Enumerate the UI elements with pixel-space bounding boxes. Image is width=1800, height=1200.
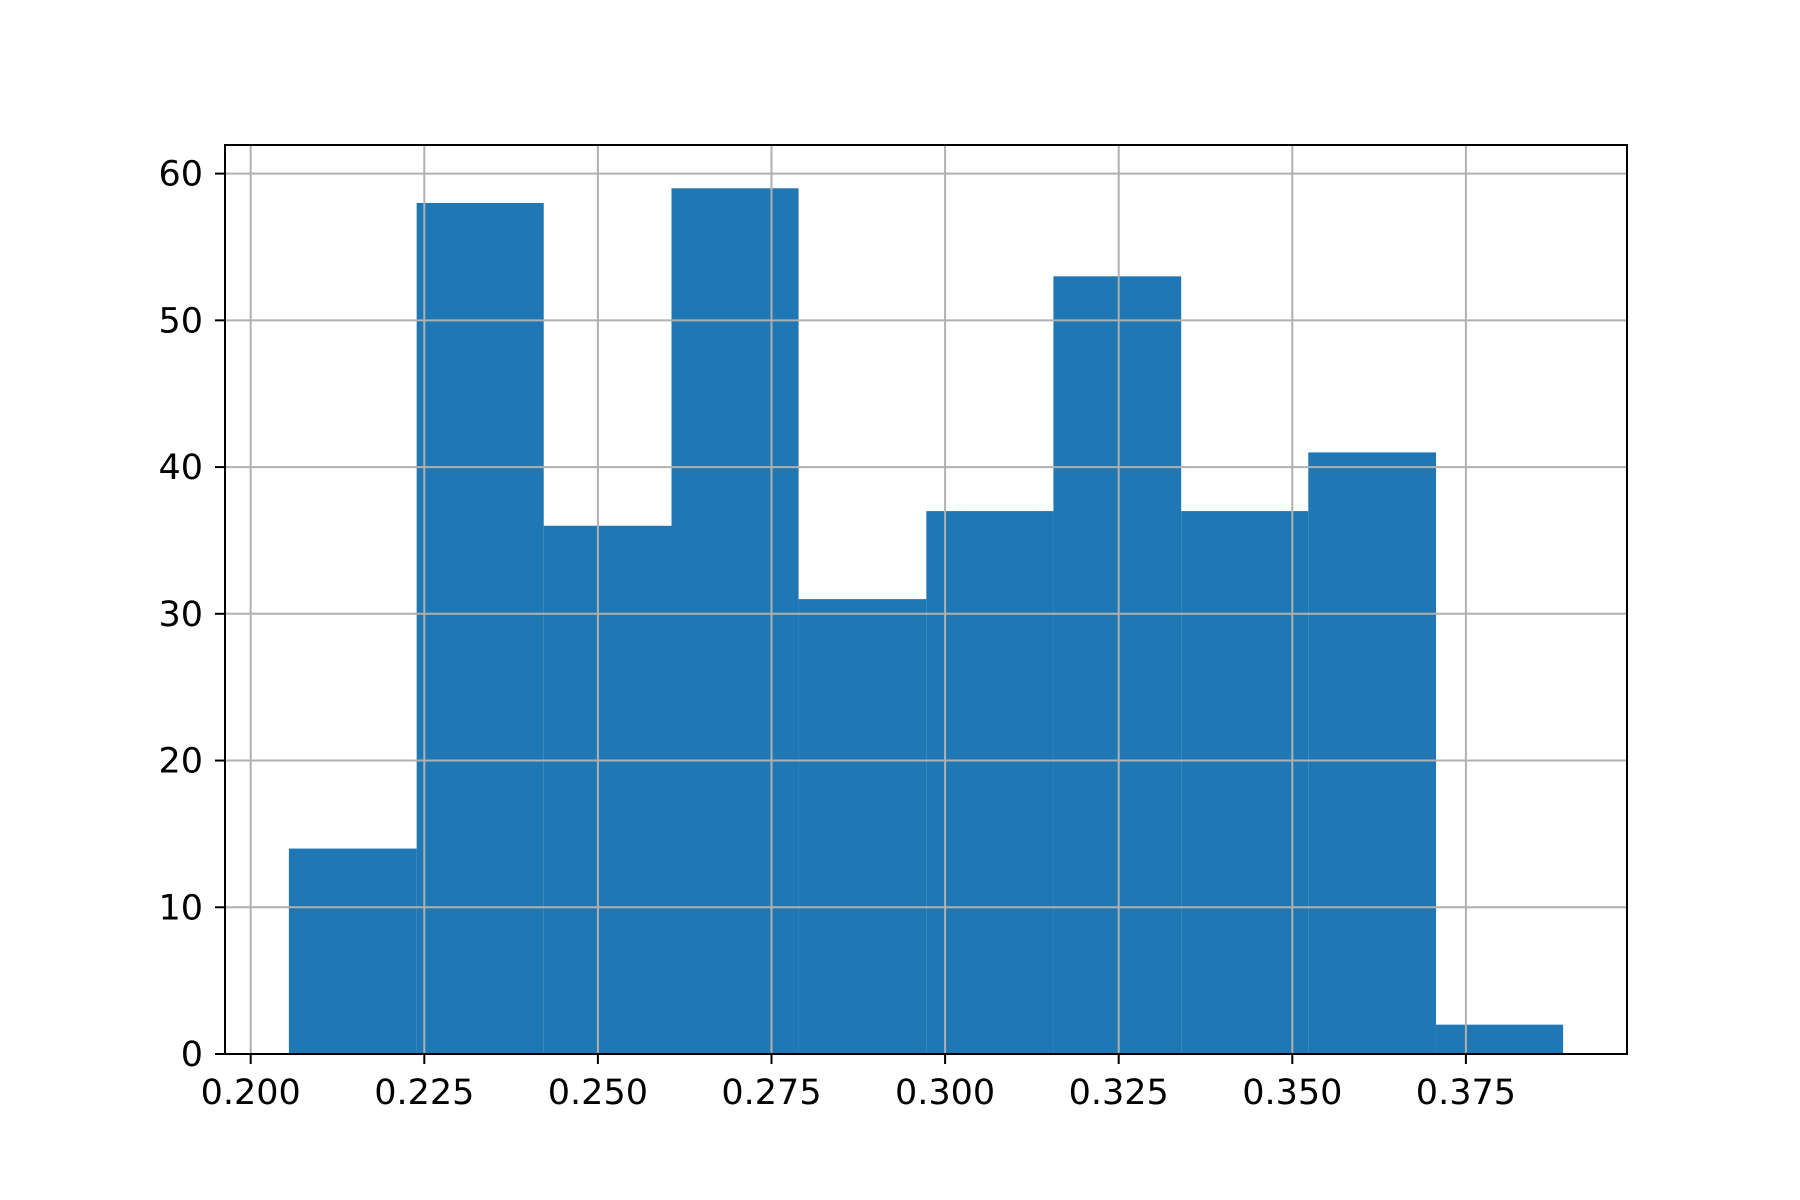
y-tick-label: 40	[158, 448, 203, 488]
x-tick-label: 0.250	[548, 1073, 648, 1113]
histogram-bar	[671, 188, 799, 1055]
histogram-bar	[416, 202, 544, 1054]
y-tick-label: 30	[158, 595, 203, 635]
ticks-layer	[215, 172, 1467, 1064]
tick-labels-layer: 0.200 0.225 0.250 0.275 0.300 0.325 0.350 0.375…	[158, 155, 1516, 1113]
x-tick-label: 0.350	[1242, 1073, 1342, 1113]
y-tick-label: 0	[181, 1035, 203, 1075]
x-tick-label: 0.325	[1069, 1073, 1169, 1113]
histogram-bar	[926, 511, 1054, 1054]
histogram-bar	[798, 599, 927, 1054]
y-tick-label: 60	[158, 155, 203, 195]
histogram-bar	[1181, 511, 1309, 1054]
y-tick-label: 10	[158, 888, 203, 928]
histogram-bar	[288, 848, 417, 1054]
plot-frame	[224, 144, 1628, 1055]
y-tick-label: 20	[158, 742, 203, 782]
x-tick-label: 0.275	[721, 1073, 821, 1113]
x-tick-label: 0.200	[201, 1073, 301, 1113]
x-tick-label: 0.225	[374, 1073, 474, 1113]
histogram-bar	[1308, 452, 1437, 1054]
histogram-bar	[543, 525, 672, 1054]
histogram-bar	[1436, 1024, 1564, 1054]
x-tick-label: 0.375	[1416, 1073, 1516, 1113]
x-tick-label: 0.300	[895, 1073, 995, 1113]
y-tick-label: 50	[158, 301, 203, 341]
histogram-bar	[1053, 276, 1182, 1054]
